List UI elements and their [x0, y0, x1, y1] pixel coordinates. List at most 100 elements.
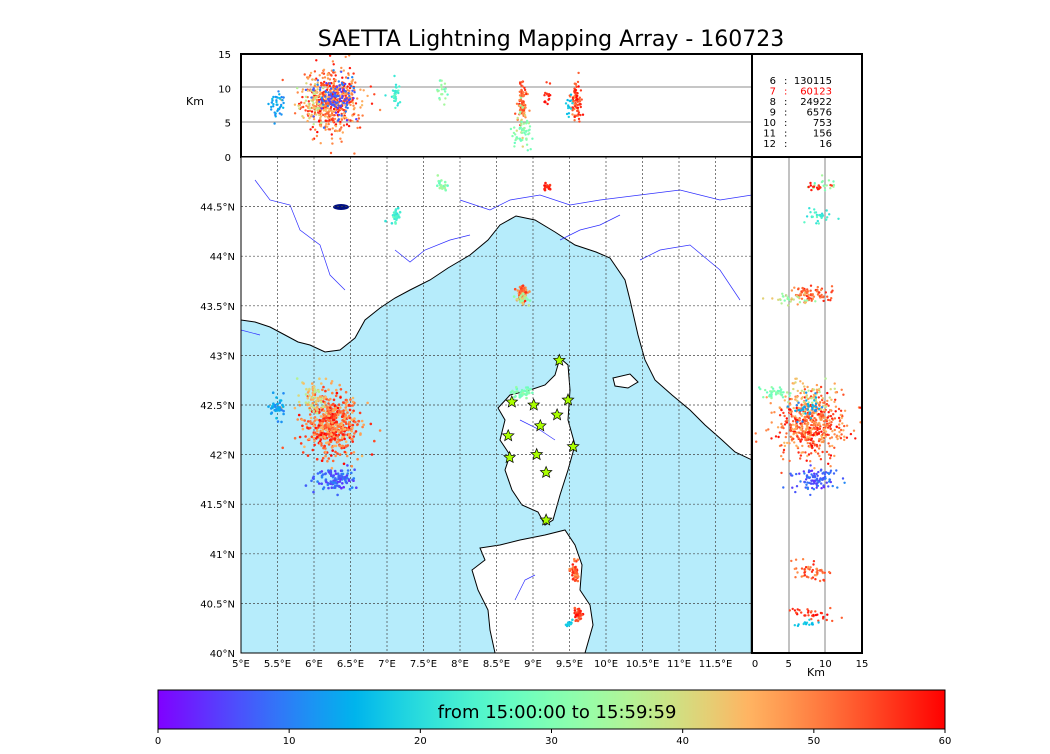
altitude-lon-point	[578, 120, 581, 123]
altitude-lat-point	[823, 579, 826, 582]
lightning-source-point	[524, 291, 528, 294]
altitude-lon-point	[518, 90, 521, 94]
lightning-source-point	[526, 298, 529, 301]
lightning-source-point	[373, 439, 376, 443]
altitude-lon-point	[359, 88, 362, 91]
altitude-lon-point	[317, 102, 320, 106]
altitude-lat-point	[800, 567, 804, 570]
altitude-lon-point	[274, 95, 277, 99]
altitude-lat-point	[852, 429, 856, 432]
altitude-lat-point	[818, 416, 821, 419]
altitude-lat-point	[807, 405, 810, 408]
lightning-source-point	[350, 418, 353, 422]
altitude-lat-point	[806, 408, 810, 411]
lightning-source-point	[564, 623, 568, 627]
lightning-source-point	[446, 184, 449, 187]
altitude-lat-point	[809, 464, 812, 467]
lightning-source-point	[322, 409, 326, 413]
altitude-lon-point	[524, 116, 527, 119]
lightning-source-point	[301, 424, 304, 428]
altitude-lat-point	[803, 472, 806, 475]
lightning-source-point	[344, 478, 347, 481]
altitude-lat-point	[778, 406, 782, 410]
altitude-lon-point	[440, 83, 443, 87]
altitude-lon-point	[326, 104, 329, 108]
lma-station-star-icon	[561, 393, 575, 406]
altitude-lat-point	[819, 611, 823, 615]
altitude-lat-point	[809, 460, 812, 463]
altitude-lon-point	[348, 86, 352, 90]
altitude-lon-point	[308, 104, 311, 108]
altitude-lon-point	[577, 71, 580, 75]
lightning-source-point	[336, 472, 340, 476]
altitude-lat-point	[821, 296, 825, 299]
altitude-lon-point	[446, 93, 449, 96]
altitude-lon-point	[318, 110, 322, 113]
altitude-lat-point	[813, 574, 817, 577]
altitude-lat-point	[803, 403, 806, 406]
altitude-lat-point	[805, 427, 808, 430]
altitude-lat-point	[828, 424, 831, 428]
altitude-lat-point	[827, 404, 830, 407]
lightning-source-point	[378, 429, 382, 432]
lightning-source-point	[323, 437, 327, 441]
altitude-lat-point	[782, 486, 785, 489]
lightning-source-point	[335, 388, 338, 392]
lma-station-star-icon	[527, 398, 541, 411]
altitude-lat-point	[814, 396, 818, 399]
altitude-lat-point	[778, 298, 782, 301]
lightning-source-point	[443, 186, 447, 190]
altitude-lat-point	[828, 478, 831, 481]
lightning-source-point	[348, 487, 352, 491]
altitude-lat-point	[816, 452, 820, 455]
altitude-lon-point	[518, 94, 522, 97]
altitude-lat-point	[833, 417, 837, 420]
altitude-lon-point	[545, 81, 548, 84]
altitude-lat-point	[819, 288, 823, 292]
altitude-lon-point	[398, 101, 402, 104]
altitude-lon-point	[313, 70, 317, 73]
altitude-lon-point	[578, 96, 581, 99]
altitude-lat-point	[800, 389, 804, 392]
lightning-source-point	[331, 412, 334, 416]
altitude-lat-point	[794, 377, 797, 380]
lightning-source-point	[303, 445, 306, 449]
altitude-lon-point	[351, 101, 355, 105]
altitude-lon-point	[311, 78, 314, 81]
altitude-lon-point	[324, 115, 328, 118]
altitude-lat-point	[816, 285, 819, 289]
altitude-lat-point	[798, 301, 802, 304]
altitude-lon-point	[569, 107, 573, 110]
altitude-latitude-panel: 0 5 10 15 Km	[751, 156, 868, 679]
altitude-lat-point	[805, 439, 808, 442]
lightning-source-point	[569, 622, 573, 626]
lightning-source-point	[320, 482, 324, 486]
altitude-lat-point	[800, 297, 804, 300]
altitude-lat-point	[791, 474, 794, 477]
altitude-lon-point	[309, 71, 313, 75]
altitude-lon-point	[344, 76, 348, 79]
altitude-lat-point	[799, 380, 802, 383]
altitude-lon-point	[331, 95, 334, 98]
legend-station-number: 9	[770, 108, 776, 119]
lightning-source-point	[576, 575, 580, 578]
lightning-source-point	[329, 482, 332, 486]
lightning-source-point	[520, 388, 524, 392]
lightning-source-point	[311, 476, 315, 480]
lightning-source-point	[350, 429, 353, 433]
altitude-lat-point	[797, 288, 800, 291]
lightning-source-point	[346, 472, 350, 475]
altitude-lat-point	[827, 298, 830, 302]
lightning-source-point	[573, 606, 577, 610]
altitude-lat-point	[788, 408, 792, 411]
altitude-lon-point	[577, 111, 581, 114]
altitude-lon-point	[310, 110, 314, 113]
lightning-source-point	[340, 423, 343, 427]
lightning-source-point	[574, 568, 577, 571]
lightning-source-point	[327, 470, 331, 474]
lightning-source-point	[528, 290, 531, 293]
altitude-lat-point	[817, 619, 820, 622]
altitude-lon-point	[351, 119, 354, 123]
colorbar-tick-label: 30	[545, 736, 558, 747]
lightning-source-point	[346, 464, 349, 467]
